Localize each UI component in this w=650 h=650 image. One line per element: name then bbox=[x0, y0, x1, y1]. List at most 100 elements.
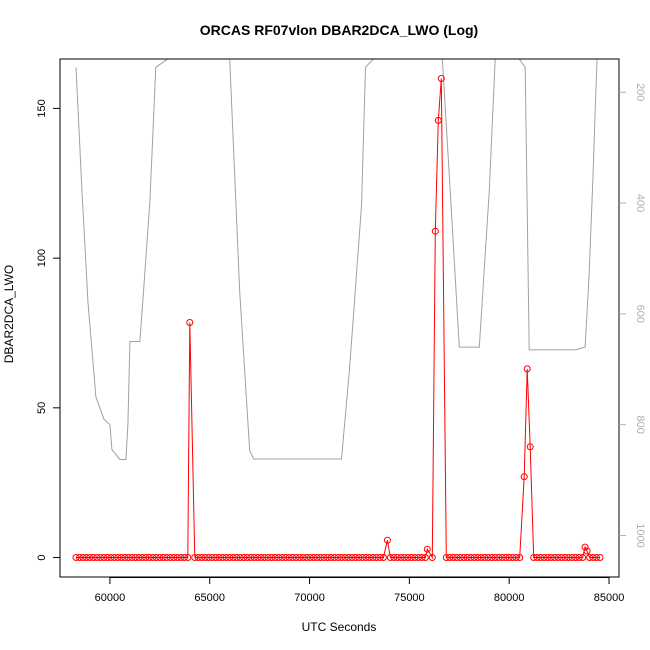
data-point bbox=[418, 554, 426, 561]
y-axis-left: 0 50 100 150 bbox=[36, 99, 60, 561]
x-tick-label: 65000 bbox=[194, 592, 225, 604]
data-point bbox=[470, 554, 478, 561]
right-axis-series-line bbox=[75, 58, 598, 460]
data-point bbox=[442, 554, 450, 561]
main-series-layer bbox=[72, 75, 604, 561]
data-point bbox=[491, 554, 499, 561]
data-point bbox=[561, 554, 569, 561]
data-point bbox=[306, 554, 314, 561]
data-point bbox=[131, 554, 139, 561]
data-point bbox=[393, 554, 401, 561]
data-point bbox=[142, 554, 150, 561]
data-point bbox=[299, 554, 307, 561]
data-point bbox=[254, 554, 262, 561]
x-tick-label: 80000 bbox=[494, 592, 525, 604]
data-point bbox=[282, 554, 290, 561]
data-point bbox=[86, 554, 94, 561]
data-point bbox=[467, 554, 475, 561]
data-point bbox=[327, 554, 335, 561]
data-point bbox=[526, 443, 534, 451]
data-point bbox=[83, 554, 90, 561]
data-point bbox=[145, 554, 153, 561]
data-point bbox=[593, 554, 600, 561]
data-point bbox=[170, 554, 178, 561]
data-point bbox=[544, 554, 552, 561]
data-point bbox=[163, 554, 171, 561]
right-y-tick-label: 400 bbox=[634, 194, 646, 212]
data-point bbox=[271, 554, 279, 561]
data-point bbox=[498, 554, 506, 561]
data-point bbox=[159, 554, 167, 561]
data-point bbox=[257, 554, 265, 561]
data-point bbox=[431, 227, 439, 235]
chart-title: ORCAS RF07vlon DBAR2DCA_LWO (Log) bbox=[200, 22, 478, 38]
data-point bbox=[484, 554, 492, 561]
data-point bbox=[446, 554, 454, 561]
data-point bbox=[121, 554, 129, 561]
data-point bbox=[303, 554, 311, 561]
data-point bbox=[331, 554, 338, 561]
data-point bbox=[348, 554, 356, 561]
data-point bbox=[110, 554, 118, 561]
data-point bbox=[530, 554, 538, 561]
data-point bbox=[463, 554, 471, 561]
data-point bbox=[264, 554, 272, 561]
data-point bbox=[414, 554, 422, 561]
data-point bbox=[537, 554, 545, 561]
data-point bbox=[423, 545, 431, 553]
data-point bbox=[554, 554, 562, 561]
data-point bbox=[456, 554, 464, 561]
data-point bbox=[579, 554, 587, 561]
data-point bbox=[400, 554, 408, 561]
data-point bbox=[222, 554, 230, 561]
data-point bbox=[453, 554, 461, 561]
data-point bbox=[177, 554, 185, 561]
data-point bbox=[292, 554, 300, 561]
data-point bbox=[589, 554, 597, 561]
x-axis: 60000 65000 70000 75000 80000 85000 bbox=[95, 577, 624, 604]
right-y-tick-label: 200 bbox=[634, 83, 646, 101]
data-point bbox=[191, 554, 199, 561]
data-point bbox=[369, 554, 377, 561]
data-point bbox=[243, 554, 251, 561]
data-point bbox=[372, 554, 380, 561]
data-point bbox=[184, 554, 192, 561]
data-point bbox=[575, 554, 583, 561]
data-point bbox=[495, 554, 503, 561]
data-point bbox=[194, 554, 202, 561]
x-tick-label: 70000 bbox=[294, 592, 325, 604]
data-point bbox=[516, 554, 524, 561]
data-point bbox=[488, 554, 496, 561]
data-point bbox=[296, 554, 304, 561]
data-point bbox=[261, 554, 269, 561]
data-point bbox=[236, 554, 244, 561]
data-point bbox=[173, 554, 181, 561]
data-point bbox=[100, 554, 108, 561]
data-point bbox=[250, 554, 258, 561]
data-point bbox=[180, 554, 188, 561]
data-point bbox=[520, 473, 528, 481]
data-point bbox=[523, 365, 531, 373]
data-point bbox=[565, 554, 573, 561]
data-point bbox=[72, 554, 80, 561]
data-point bbox=[397, 554, 405, 561]
right-y-tick-label: 600 bbox=[634, 305, 646, 323]
data-point bbox=[345, 554, 352, 561]
data-point bbox=[481, 554, 489, 561]
y-tick-label: 150 bbox=[36, 99, 48, 117]
y-tick-label: 100 bbox=[36, 249, 48, 267]
right-axis-series-layer bbox=[75, 58, 598, 460]
data-point bbox=[551, 554, 559, 561]
data-point bbox=[421, 554, 429, 561]
right-y-tick-label: 800 bbox=[634, 415, 646, 433]
data-point bbox=[547, 554, 555, 561]
data-point bbox=[198, 554, 206, 561]
data-point bbox=[93, 554, 101, 561]
data-point bbox=[317, 554, 324, 561]
data-point bbox=[586, 554, 594, 561]
right-y-tick-label: 1000 bbox=[634, 523, 646, 547]
data-point bbox=[581, 543, 589, 551]
data-point bbox=[103, 554, 111, 561]
data-point bbox=[96, 554, 104, 561]
